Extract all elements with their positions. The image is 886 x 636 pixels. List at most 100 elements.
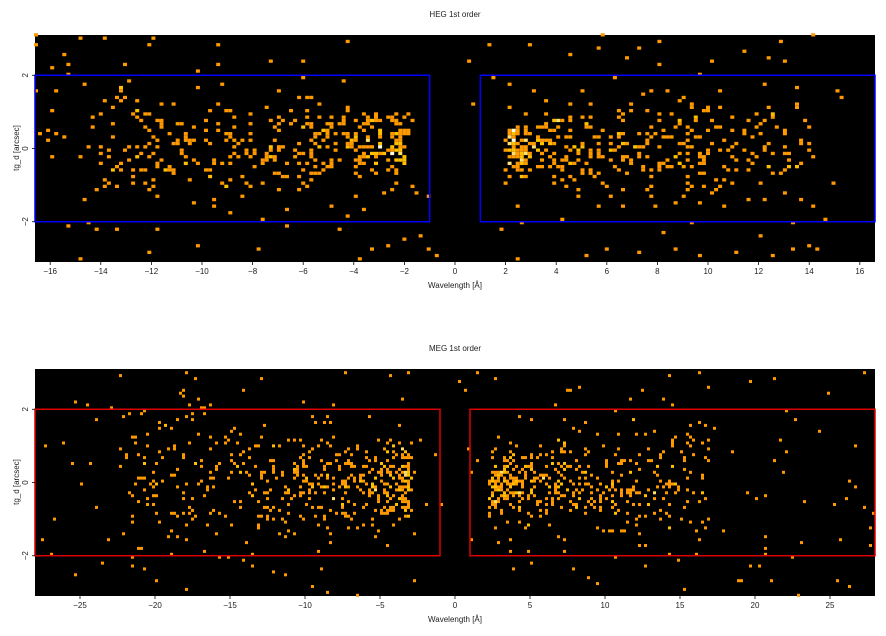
event-bin bbox=[758, 122, 763, 126]
event-bin bbox=[230, 523, 233, 527]
event-bin bbox=[512, 491, 515, 495]
event-bin bbox=[637, 145, 642, 149]
event-bin bbox=[344, 479, 347, 483]
event-bin bbox=[311, 505, 314, 509]
event-bin bbox=[689, 105, 694, 109]
event-bin bbox=[425, 503, 428, 506]
event-bin bbox=[795, 165, 799, 169]
event-bin bbox=[337, 158, 342, 162]
event-bin bbox=[704, 497, 707, 501]
event-bin bbox=[519, 145, 524, 149]
event-bin bbox=[509, 538, 512, 542]
event-bin bbox=[194, 462, 197, 465]
event-bin bbox=[545, 511, 548, 515]
event-bin bbox=[599, 508, 602, 512]
event-bin bbox=[209, 476, 212, 480]
event-bin bbox=[507, 82, 512, 86]
event-bin bbox=[434, 453, 437, 457]
event-bin bbox=[863, 505, 866, 509]
event-bin bbox=[518, 470, 521, 474]
event-bin bbox=[220, 161, 225, 165]
event-bin bbox=[718, 148, 723, 152]
event-bin bbox=[143, 462, 146, 465]
event-bin bbox=[204, 128, 208, 132]
event-bin bbox=[560, 118, 565, 123]
event-bin bbox=[309, 125, 314, 129]
event-bin bbox=[515, 161, 520, 165]
meg-plot-area bbox=[35, 369, 875, 596]
event-bin bbox=[163, 168, 168, 172]
event-bin bbox=[536, 135, 540, 139]
event-bin bbox=[215, 467, 218, 471]
event-bin bbox=[86, 221, 91, 225]
event-bin bbox=[401, 470, 404, 474]
event-bin bbox=[701, 158, 706, 162]
event-bin bbox=[506, 520, 509, 524]
event-bin bbox=[401, 453, 404, 457]
event-bin bbox=[361, 112, 366, 116]
event-bin bbox=[151, 151, 156, 156]
event-bin bbox=[734, 158, 739, 162]
event-bin bbox=[248, 112, 253, 116]
event-bin bbox=[572, 145, 577, 149]
event-bin bbox=[677, 122, 682, 126]
event-bin bbox=[389, 497, 392, 501]
event-bin bbox=[500, 470, 503, 474]
event-bin bbox=[497, 479, 500, 483]
event-bin bbox=[305, 95, 310, 100]
event-bin bbox=[556, 165, 561, 169]
event-bin bbox=[280, 174, 285, 179]
event-bin bbox=[296, 473, 299, 477]
event-bin bbox=[106, 148, 111, 152]
event-bin bbox=[305, 503, 308, 506]
event-bin bbox=[314, 514, 317, 518]
event-bin bbox=[209, 470, 212, 474]
event-bin bbox=[227, 476, 230, 480]
event-bin bbox=[147, 141, 152, 146]
event-bin bbox=[362, 464, 365, 468]
event-bin bbox=[620, 473, 623, 477]
event-bin bbox=[596, 148, 601, 152]
heg-events bbox=[34, 33, 844, 261]
event-bin bbox=[718, 184, 723, 188]
event-bin bbox=[807, 244, 812, 248]
event-bin bbox=[170, 426, 173, 430]
event-bin bbox=[552, 128, 557, 132]
event-bin bbox=[402, 161, 407, 165]
event-bin bbox=[158, 450, 161, 454]
event-bin bbox=[252, 148, 257, 152]
event-bin bbox=[394, 171, 399, 175]
event-bin bbox=[398, 141, 403, 146]
event-bin bbox=[593, 505, 596, 509]
event-bin bbox=[206, 523, 209, 527]
event-bin bbox=[614, 503, 617, 506]
event-bin bbox=[566, 464, 569, 468]
event-bin bbox=[175, 138, 180, 142]
event-bin bbox=[548, 523, 551, 527]
event-bin bbox=[611, 485, 614, 489]
event-bin bbox=[530, 561, 533, 565]
event-bin bbox=[365, 503, 368, 506]
event-bin bbox=[523, 145, 528, 149]
event-bin bbox=[374, 508, 377, 512]
event-bin bbox=[321, 138, 326, 142]
event-bin bbox=[530, 467, 533, 471]
event-bin bbox=[276, 171, 281, 175]
event-bin bbox=[410, 118, 415, 123]
event-bin bbox=[515, 141, 520, 146]
event-bin bbox=[254, 488, 257, 492]
event-bin bbox=[527, 155, 532, 159]
event-bin bbox=[356, 447, 359, 451]
event-bin bbox=[260, 435, 263, 439]
event-bin bbox=[248, 447, 251, 451]
event-bin bbox=[519, 155, 524, 159]
event-bin bbox=[374, 112, 378, 116]
event-bin bbox=[185, 415, 188, 419]
event-bin bbox=[605, 485, 608, 489]
event-bin bbox=[173, 447, 176, 451]
event-bin bbox=[301, 151, 306, 156]
event-bin bbox=[551, 500, 554, 504]
event-bin bbox=[329, 532, 332, 536]
event-bin bbox=[800, 541, 803, 545]
event-bin bbox=[215, 441, 218, 445]
